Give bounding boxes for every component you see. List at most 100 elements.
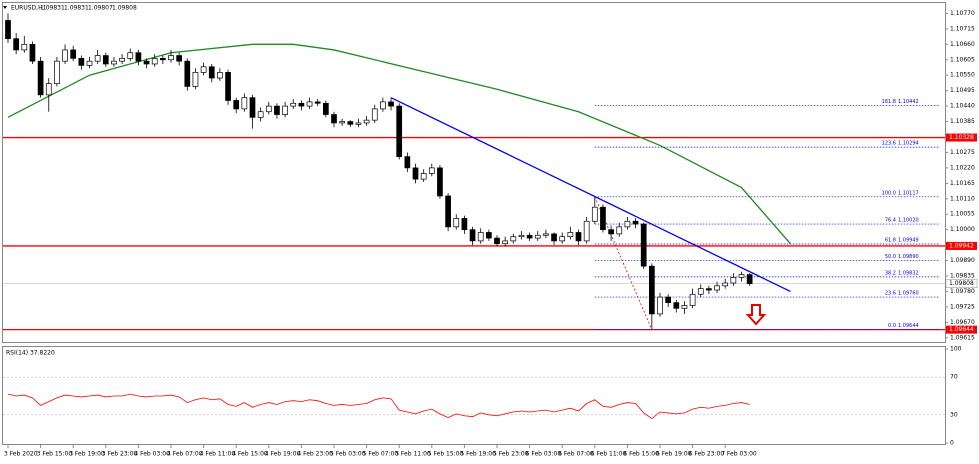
candle-body	[551, 233, 557, 242]
down-arrow	[745, 304, 767, 326]
fib-level: 0.0	[888, 323, 896, 329]
candle-body	[591, 206, 598, 222]
fib-price: 1.09890	[898, 254, 919, 260]
candle-body	[217, 72, 223, 79]
candle-body	[70, 49, 77, 59]
y-tick-label: 1.10220	[950, 164, 975, 171]
level-label-box	[946, 325, 977, 334]
candle-body	[192, 72, 199, 87]
y-tick-label: 1.09615	[950, 334, 975, 341]
x-tick-label: 3 Feb 19:00	[69, 451, 105, 458]
y-tick-label: 1.10660	[950, 41, 975, 48]
candle-body	[445, 195, 451, 228]
y-tick-label: 1.10385	[950, 118, 975, 125]
candle-body	[314, 101, 321, 104]
candle-body	[306, 101, 313, 107]
candle-body	[404, 156, 411, 169]
moving-average	[7, 43, 791, 245]
y-tick-label: 1.10165	[950, 180, 975, 187]
candle-body	[486, 232, 492, 239]
y-tick-label: 1.09890	[950, 257, 975, 264]
x-tick-label: 5 Feb 15:00	[428, 451, 464, 458]
x-tick-label: 5 Feb 11:00	[395, 451, 431, 458]
candle-body	[412, 167, 419, 180]
candle-body	[78, 58, 85, 66]
candle-body	[298, 102, 305, 107]
candle-body	[265, 105, 272, 113]
x-tick-label: 4 Feb 03:00	[134, 451, 170, 458]
x-tick-label: 5 Feb 07:00	[363, 451, 399, 458]
candle-body	[13, 38, 19, 51]
candle-body	[135, 52, 142, 62]
candle-body	[111, 60, 117, 65]
level-label: 1.09942	[949, 242, 974, 249]
quote: 1.09831	[64, 5, 89, 12]
x-tick-label: 6 Feb 11:00	[591, 451, 627, 458]
candle-body	[176, 55, 182, 62]
candle-body	[648, 265, 655, 315]
candle-body	[697, 288, 704, 295]
fib-price: 1.10020	[898, 218, 919, 224]
candle-body	[355, 122, 362, 125]
x-tick-label: 5 Feb 23:00	[493, 451, 529, 458]
fib-level: 23.6	[885, 291, 896, 297]
candle-body	[380, 101, 386, 110]
candle-body	[37, 60, 44, 96]
candle-body	[45, 83, 52, 96]
main-panel	[2, 2, 946, 343]
fib-level: 76.4	[885, 218, 896, 224]
rsi-tick-label: 100	[950, 346, 962, 353]
candle-body	[388, 101, 394, 107]
rsi-tick-label: 70	[950, 374, 958, 381]
y-tick-label: 1.09835	[950, 273, 975, 280]
level-label: 1.10328	[949, 134, 974, 141]
fib-level: 161.8	[882, 99, 896, 105]
candle-body	[526, 234, 533, 239]
candle-body	[94, 55, 101, 62]
y-tick-label: 1.10770	[950, 10, 975, 17]
candle-body	[543, 233, 549, 236]
rsi-tick-label: 30	[950, 411, 958, 418]
candle-body	[608, 229, 614, 235]
x-tick-label: 5 Feb 03:00	[330, 451, 366, 458]
candle-body	[510, 236, 517, 242]
y-tick-label: 1.10000	[950, 226, 975, 233]
candle-body	[339, 121, 345, 124]
candle-body	[62, 49, 68, 62]
x-tick-label: 3 Feb 15:00	[37, 451, 73, 458]
x-tick-label: 6 Feb 07:00	[558, 451, 594, 458]
level-label-box	[946, 241, 977, 250]
candle-body	[282, 105, 288, 115]
candle-body	[673, 302, 680, 309]
candle-body	[151, 58, 158, 65]
fib-price: 1.09832	[898, 270, 919, 276]
candle-body	[706, 288, 712, 291]
y-tick-label: 1.09670	[950, 319, 975, 326]
y-tick-label: 1.10550	[950, 72, 975, 79]
candle-body	[746, 274, 753, 284]
candle-body	[86, 60, 93, 66]
candle-body	[160, 58, 166, 61]
candle-body	[233, 100, 240, 110]
candle-body	[323, 102, 329, 115]
current-price-label: 1.09808	[949, 280, 974, 287]
candle-body	[54, 60, 60, 84]
level-label-box	[946, 133, 977, 142]
level-label: 1.09644	[949, 326, 974, 333]
candle-body	[632, 220, 639, 225]
candle-body	[738, 274, 745, 278]
x-tick-label: 6 Feb 19:00	[656, 451, 692, 458]
menu-arrow	[3, 6, 7, 9]
x-tick-label: 4 Feb 07:00	[167, 451, 203, 458]
candle-body	[225, 72, 231, 101]
candle-body	[657, 296, 663, 315]
candle-body	[396, 105, 403, 157]
candle-body	[29, 43, 36, 62]
fib-level: 123.6	[882, 141, 896, 147]
candle-body	[119, 58, 125, 62]
candle-body	[575, 232, 582, 242]
fib-level: 100.0	[882, 190, 896, 196]
candle-body	[127, 52, 134, 59]
candle-body	[624, 220, 631, 228]
candle-body	[168, 55, 174, 61]
